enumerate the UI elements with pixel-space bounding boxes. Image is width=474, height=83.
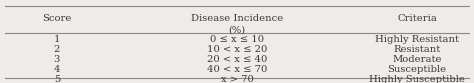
Text: Moderate: Moderate (392, 55, 442, 64)
Text: 1: 1 (54, 36, 60, 44)
Text: Susceptible: Susceptible (388, 65, 447, 74)
Text: x > 70: x > 70 (220, 75, 254, 83)
Text: Score: Score (42, 14, 72, 23)
Text: Criteria: Criteria (397, 14, 437, 23)
Text: Highly Resistant: Highly Resistant (375, 36, 459, 44)
Text: 20 < x ≤ 40: 20 < x ≤ 40 (207, 55, 267, 64)
Text: 5: 5 (54, 75, 60, 83)
Text: Highly Susceptible: Highly Susceptible (369, 75, 465, 83)
Text: 40 < x ≤ 70: 40 < x ≤ 70 (207, 65, 267, 74)
Text: 10 < x ≤ 20: 10 < x ≤ 20 (207, 45, 267, 54)
Text: Resistant: Resistant (393, 45, 441, 54)
Text: 4: 4 (54, 65, 60, 74)
Text: Disease Incidence
(%): Disease Incidence (%) (191, 14, 283, 34)
Text: 3: 3 (54, 55, 60, 64)
Text: 0 ≤ x ≤ 10: 0 ≤ x ≤ 10 (210, 36, 264, 44)
Text: 2: 2 (54, 45, 60, 54)
